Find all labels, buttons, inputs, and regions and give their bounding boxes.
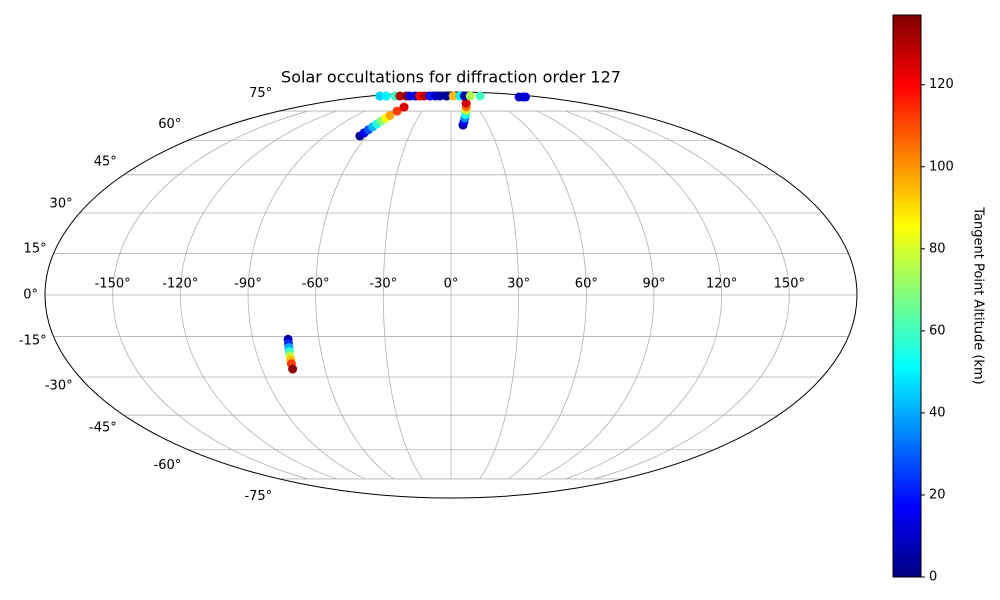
data-point <box>521 92 531 102</box>
x-tick-label: 150° <box>774 277 805 292</box>
data-point <box>385 110 395 120</box>
colorbar-label: Tangent Point Altitude (km) <box>971 206 986 384</box>
colorbar-tick-label: 100 <box>929 159 954 174</box>
data-point <box>375 91 385 101</box>
data-point <box>395 91 405 101</box>
data-point <box>448 91 458 101</box>
y-tick-label: -60° <box>154 458 182 473</box>
grid-line <box>179 110 337 480</box>
y-tick-label: -45° <box>89 420 117 435</box>
colorbar-tick-label: 40 <box>929 405 946 420</box>
data-point <box>381 91 391 101</box>
y-tick-label: 0° <box>23 288 38 303</box>
x-tick-label: -60° <box>302 277 330 292</box>
chart-title: Solar occultations for diffraction order… <box>281 68 621 87</box>
y-tick-label: -15° <box>19 334 47 349</box>
map-outline <box>44 91 858 499</box>
colorbar-tick-label: 60 <box>929 323 946 338</box>
x-tick-label: 90° <box>642 277 665 292</box>
x-tick-label: 120° <box>706 277 737 292</box>
x-tick-label: -30° <box>369 277 397 292</box>
x-tick-label: -120° <box>162 277 198 292</box>
data-point <box>475 91 485 101</box>
y-tick-label: 45° <box>94 155 117 170</box>
colorbar-tick-label: 20 <box>929 487 946 502</box>
colorbar-tick-label: 0 <box>929 570 937 585</box>
data-point <box>288 364 298 374</box>
colorbar <box>892 14 922 578</box>
data-point <box>399 102 409 112</box>
x-tick-label: -150° <box>95 277 131 292</box>
grid-line <box>247 110 366 480</box>
grid-line <box>382 110 423 480</box>
y-tick-label: 75° <box>249 86 272 101</box>
grid-line <box>594 110 790 480</box>
x-tick-label: 60° <box>575 277 598 292</box>
x-tick-label: 30° <box>507 277 530 292</box>
grid-line <box>112 110 308 480</box>
grid-line <box>536 110 655 480</box>
data-point <box>461 98 471 108</box>
y-tick-label: 15° <box>24 241 47 256</box>
y-tick-label: -75° <box>244 489 272 504</box>
grid-line <box>315 110 394 480</box>
data-point <box>392 106 402 116</box>
colorbar-tick-label: 120 <box>929 77 954 92</box>
grid-line <box>479 110 520 480</box>
y-tick-label: 60° <box>158 117 181 132</box>
data-point <box>465 91 475 101</box>
x-tick-label: -90° <box>234 277 262 292</box>
data-point <box>435 91 445 101</box>
y-tick-label: 30° <box>50 196 73 211</box>
y-tick-label: -30° <box>45 379 73 394</box>
colorbar-tick-label: 80 <box>929 241 946 256</box>
grid-line <box>508 110 587 480</box>
grid-line <box>565 110 723 480</box>
x-tick-label: 0° <box>444 277 459 292</box>
data-point <box>442 91 452 101</box>
